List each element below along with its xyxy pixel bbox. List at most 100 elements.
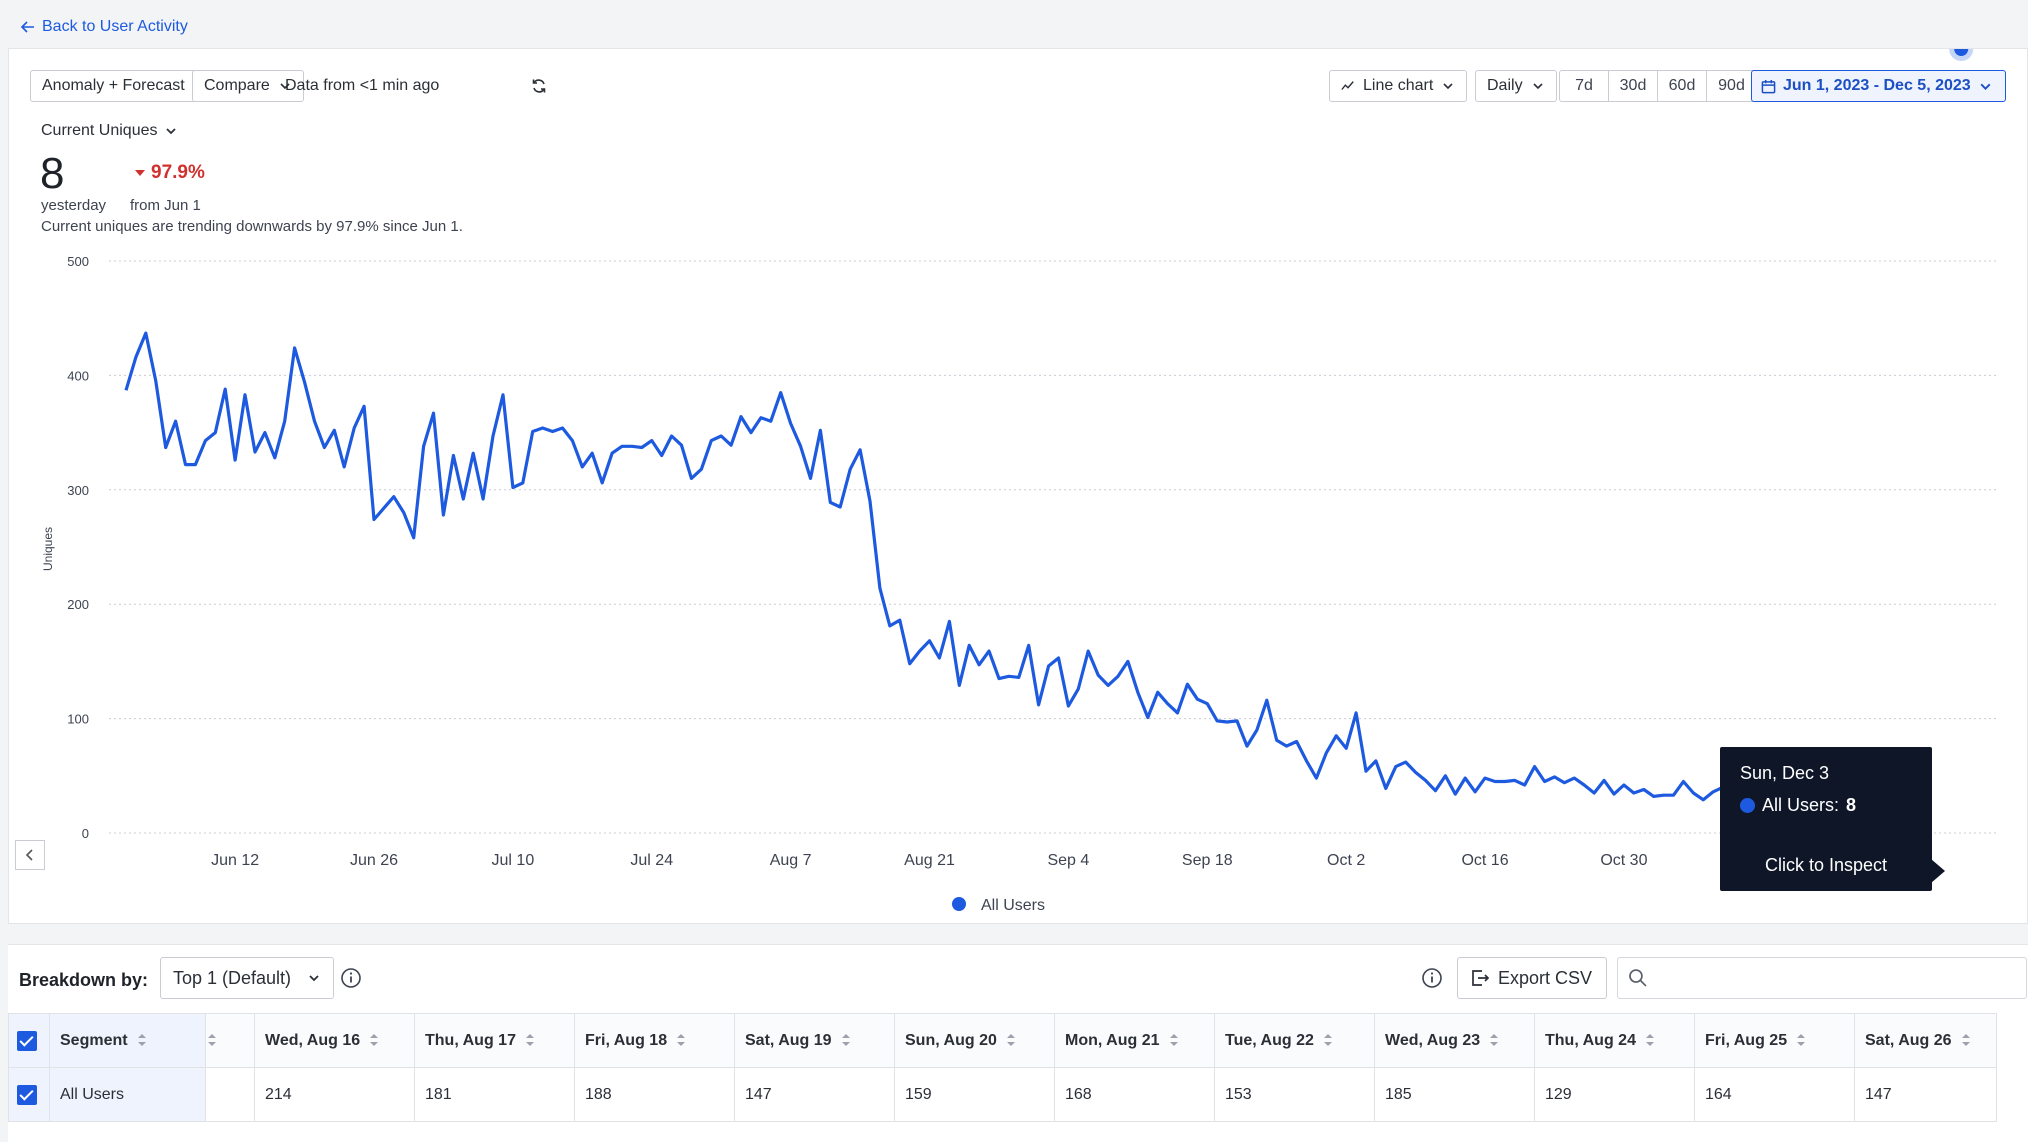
sort-icon (1323, 1034, 1332, 1047)
back-link[interactable]: Back to User Activity (20, 18, 188, 36)
table-cell: 164 (1694, 1067, 1855, 1122)
column-header-label: Thu, Aug 17 (425, 1031, 516, 1049)
chevron-down-icon (1532, 83, 1543, 90)
x-tick-label: Jul 24 (630, 852, 673, 869)
tooltip-arrow (1931, 859, 1945, 883)
column-header[interactable]: Fri, Aug 18 (574, 1013, 735, 1068)
sort-icon (370, 1034, 379, 1047)
column-header[interactable]: Tue, Aug 22 (1214, 1013, 1375, 1068)
sort-icon (1006, 1034, 1015, 1047)
breakdown-table: Segment Wed, Aug 16 Thu, Aug 17 Fri, Aug… (8, 1013, 1997, 1122)
column-header-label: Fri, Aug 18 (585, 1031, 668, 1049)
column-header[interactable]: Thu, Aug 24 (1534, 1013, 1695, 1068)
sort-icon (1490, 1034, 1499, 1047)
select-all-checkbox[interactable] (17, 1030, 37, 1051)
info-icon[interactable] (340, 967, 362, 989)
metric-value: 8 (40, 149, 65, 198)
row-checkbox-cell (8, 1067, 50, 1122)
x-tick-label: Oct 2 (1327, 852, 1365, 869)
line-chart[interactable]: 0 100 200 300 400 500 Uniques Jun 12 Jun 26 Jul 1… (9, 49, 2028, 925)
tooltip-inspect-link[interactable]: Click to Inspect (1764, 855, 1888, 875)
table-row: All Users 214 181 188 147 159 168 153 18… (8, 1067, 1997, 1122)
y-tick-label: 0 (82, 826, 89, 841)
interval-select[interactable]: Daily (1475, 70, 1557, 102)
range-60d[interactable]: 60d (1658, 71, 1707, 101)
chevron-down-icon (280, 83, 290, 90)
table-cell: 168 (1054, 1067, 1215, 1122)
x-tick-label: Jul 10 (492, 852, 535, 869)
sort-icon (1169, 1034, 1178, 1047)
x-tick-label: Jun 12 (211, 852, 259, 869)
breakdown-panel: Breakdown by: Top 1 (Default) Export CSV… (8, 944, 2028, 1142)
table-cell: 147 (734, 1067, 895, 1122)
table-cell: 153 (1214, 1067, 1375, 1122)
info-icon[interactable] (1421, 967, 1443, 989)
export-csv-label: Export CSV (1498, 967, 1593, 988)
chart-card: Anomaly + Forecast Compare Data from <1 … (8, 48, 2028, 924)
back-link-label: Back to User Activity (42, 18, 188, 35)
metric-value-caption: yesterday (41, 197, 107, 214)
line-chart-icon (1341, 81, 1354, 90)
column-header-label: Mon, Aug 21 (1065, 1031, 1160, 1049)
column-header-label: Tue, Aug 22 (1225, 1031, 1314, 1049)
segment-header-label: Segment (60, 1031, 128, 1049)
range-30d[interactable]: 30d (1609, 71, 1658, 101)
column-header[interactable]: Sat, Aug 26 (1854, 1013, 1997, 1068)
breakdown-label: Breakdown by: (19, 970, 149, 990)
column-header-label: Sun, Aug 20 (905, 1031, 997, 1049)
legend-label: All Users (981, 897, 1045, 914)
select-all-checkbox-cell (8, 1013, 50, 1068)
arrow-left-icon (20, 21, 34, 33)
x-tick-label: Oct 16 (1461, 852, 1508, 869)
collapse-panel-button[interactable] (15, 840, 45, 870)
column-header-label: Wed, Aug 23 (1385, 1031, 1481, 1049)
range-90d[interactable]: 90d (1718, 77, 1745, 94)
y-tick-label: 100 (67, 712, 89, 727)
chevron-down-icon (165, 128, 176, 135)
search-icon (1629, 969, 1647, 987)
y-tick-label: 400 (67, 368, 89, 383)
column-header[interactable]: Thu, Aug 17 (414, 1013, 575, 1068)
y-tick-label: 300 (67, 483, 89, 498)
column-header[interactable]: Mon, Aug 21 (1054, 1013, 1215, 1068)
search-input[interactable] (1657, 969, 2016, 987)
column-header[interactable]: Sat, Aug 19 (734, 1013, 895, 1068)
hidden-column-cell (205, 1067, 255, 1122)
calendar-icon (1761, 79, 1776, 93)
column-header[interactable]: Wed, Aug 16 (254, 1013, 415, 1068)
chevron-down-icon (1980, 83, 1991, 90)
table-cell: 214 (254, 1067, 415, 1122)
column-header[interactable]: Fri, Aug 25 (1694, 1013, 1855, 1068)
sort-icon (208, 1034, 216, 1047)
breakdown-select[interactable]: Top 1 (Default) (160, 957, 334, 999)
x-tick-label: Sep 18 (1182, 852, 1233, 869)
compare-label: Compare (204, 77, 270, 94)
chevron-left-icon (25, 849, 33, 861)
range-toggle: 7d 30d 60d 90d (1559, 70, 1757, 102)
sort-icon (1645, 1034, 1654, 1047)
column-header[interactable]: Sun, Aug 20 (894, 1013, 1055, 1068)
refresh-icon[interactable] (530, 77, 548, 95)
y-tick-label: 500 (67, 254, 89, 269)
x-tick-label: Aug 21 (904, 852, 955, 869)
row-checkbox[interactable] (17, 1084, 37, 1105)
highlight-point (1954, 49, 1969, 56)
metric-selector[interactable]: Current Uniques (41, 122, 178, 140)
chart-tooltip: Sun, Dec 3 All Users: 8 Click to Inspect (1720, 747, 1932, 891)
date-range-picker[interactable]: Jun 1, 2023 - Dec 5, 2023 (1751, 70, 2006, 102)
compare-button[interactable]: Compare (192, 70, 304, 102)
x-tick-label: Oct 30 (1600, 852, 1647, 869)
column-header-label: Sat, Aug 26 (1865, 1031, 1952, 1049)
sort-icon (1797, 1034, 1806, 1047)
tooltip-series-name: All Users: (1762, 795, 1840, 815)
chart-type-select[interactable]: Line chart (1329, 70, 1468, 102)
segment-header[interactable]: Segment (49, 1013, 206, 1068)
table-cell: 159 (894, 1067, 1055, 1122)
range-7d[interactable]: 7d (1560, 71, 1609, 101)
anomaly-forecast-button[interactable]: Anomaly + Forecast (30, 70, 219, 102)
column-header[interactable]: Wed, Aug 23 (1374, 1013, 1535, 1068)
table-cell: 188 (574, 1067, 735, 1122)
export-csv-button[interactable]: Export CSV (1457, 957, 1607, 999)
column-header-label: Sat, Aug 19 (745, 1031, 832, 1049)
chevron-down-icon (309, 975, 319, 982)
